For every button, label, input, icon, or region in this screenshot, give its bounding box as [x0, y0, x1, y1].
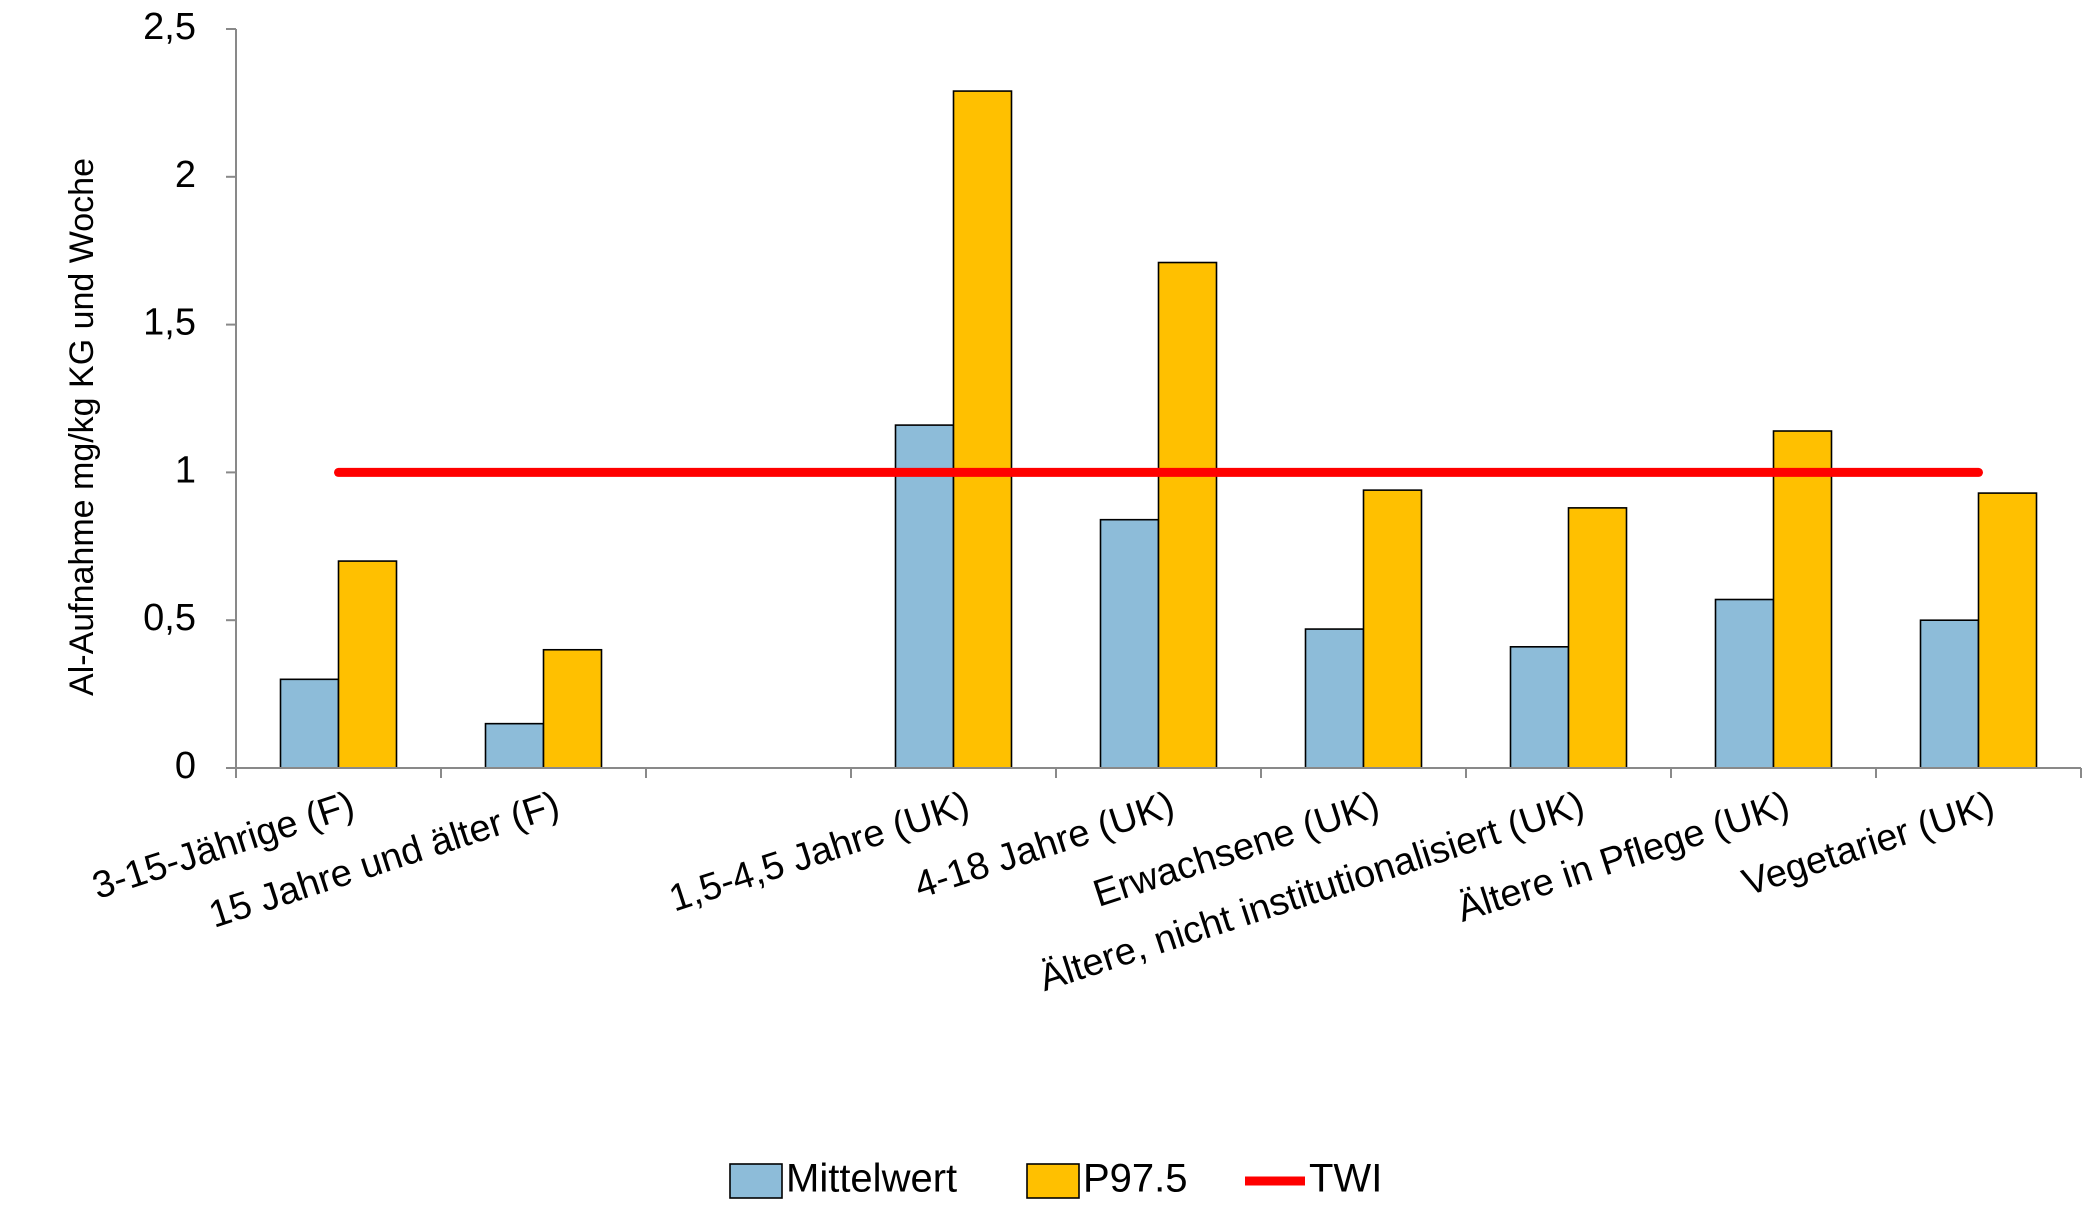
legend-label-mittelwert: Mittelwert: [786, 1157, 957, 1200]
bar-p97-5-4: [1157, 261, 1218, 769]
y-tick-labels: 0 0,5 1 1,5 2 2,5: [143, 6, 196, 787]
legend: Mittelwert P97.5 TWI: [729, 1157, 1382, 1201]
bar-mittelwert-5: [1304, 628, 1365, 769]
bar-mittelwert-3: [894, 424, 955, 769]
bar-mittelwert-4: [1099, 518, 1160, 769]
bars-layer: [279, 90, 2038, 769]
legend-swatch-mittelwert: [729, 1163, 783, 1199]
bar-p97-5-0: [337, 560, 398, 769]
legend-label-twi: TWI: [1309, 1157, 1382, 1200]
y-tick-label-0: 0: [175, 745, 196, 787]
y-axis-label: Al-Aufnahme mg/kg KG und Woche: [63, 158, 101, 696]
y-tick-label-2: 1: [175, 449, 196, 491]
axes-layer: [226, 28, 2082, 778]
bar-mittelwert-8: [1919, 619, 1980, 769]
legend-swatch-p97-5: [1026, 1163, 1080, 1199]
bar-p97-5-8: [1977, 492, 2038, 769]
bar-p97-5-3: [952, 90, 1013, 769]
bar-p97-5-5: [1362, 489, 1423, 769]
x-tick-label-7: Ältere in Pflege (UK): [1452, 784, 1794, 931]
bar-p97-5-7: [1772, 430, 1833, 769]
bar-p97-5-6: [1567, 507, 1628, 769]
y-tick-label-5: 2,5: [143, 6, 196, 48]
legend-label-p97-5: P97.5: [1083, 1157, 1188, 1200]
bar-mittelwert-7: [1714, 598, 1775, 769]
bar-p97-5-1: [542, 648, 603, 769]
x-tick-label-1: 15 Jahre und älter (F): [204, 784, 565, 937]
x-tick-labels: 3-15-Jährige (F)15 Jahre und älter (F) 1,…: [87, 784, 1999, 1000]
y-tick-label-4: 2: [175, 154, 196, 196]
bar-mittelwert-6: [1509, 646, 1570, 769]
bar-mittelwert-0: [279, 678, 340, 769]
bar-mittelwert-1: [484, 722, 545, 769]
y-tick-label-1: 0,5: [143, 597, 196, 639]
y-tick-label-3: 1,5: [143, 302, 196, 344]
